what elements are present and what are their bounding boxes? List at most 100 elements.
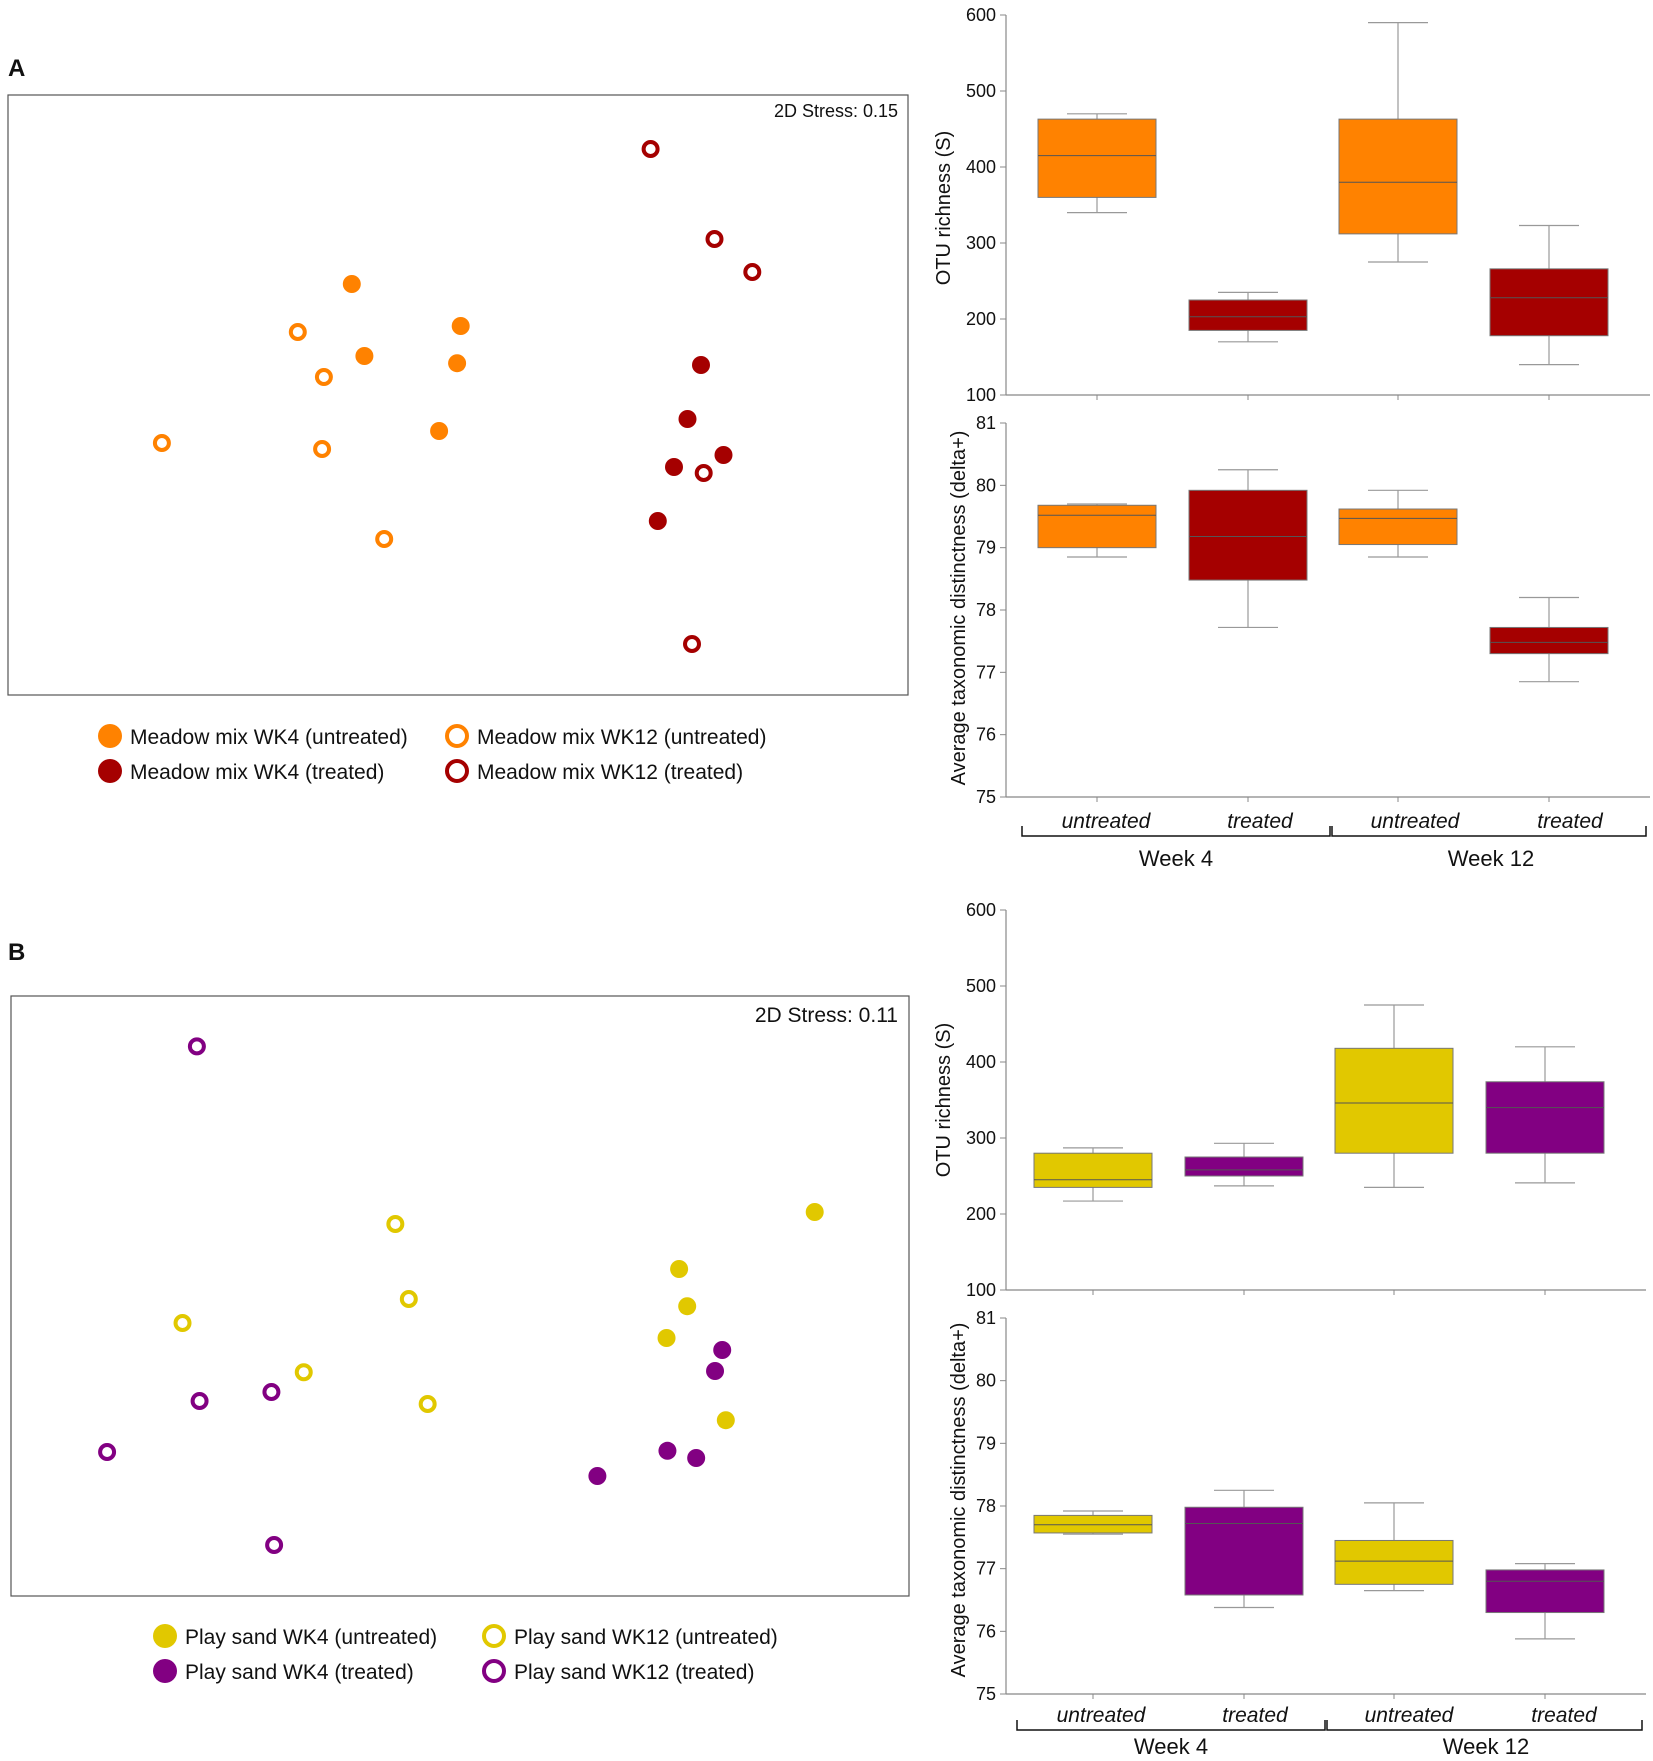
data-point-open <box>314 368 333 386</box>
y-axis-title: OTU richness (S) <box>933 1023 955 1177</box>
data-point-filled <box>665 458 683 476</box>
box <box>1489 268 1609 337</box>
group-bracket <box>1021 826 1331 837</box>
data-point-filled <box>692 356 710 374</box>
data-point-open <box>694 464 713 482</box>
box <box>1485 1569 1605 1614</box>
data-point-filled <box>648 512 667 530</box>
data-point-filled <box>355 347 374 365</box>
legend-a: Meadow mix WK4 (untreated) Meadow mix WK… <box>98 724 766 784</box>
box <box>1188 489 1308 581</box>
y-tick-label: 100 <box>966 385 996 405</box>
y-tick-label: 79 <box>976 1433 996 1453</box>
nmds-plot-a: 2D Stress: 0.15 <box>7 94 909 696</box>
y-tick-label: 81 <box>976 413 996 433</box>
box <box>1334 1539 1454 1585</box>
legend-entry: Play sand WK4 (treated) <box>185 1661 414 1684</box>
data-point-filled <box>657 1329 676 1347</box>
legend-entry: Meadow mix WK12 (treated) <box>477 761 743 784</box>
data-point-open <box>294 1363 313 1382</box>
y-axis-title: Average taxonomic distinctness (delta+) <box>948 1323 970 1678</box>
category-labels-a: untreated treated untreated treated Week… <box>1021 810 1647 871</box>
y-tick-label: 75 <box>976 787 996 807</box>
category-label: untreated <box>1365 1704 1455 1727</box>
y-tick-label: 400 <box>966 1052 996 1072</box>
group-bracket <box>1016 1720 1326 1731</box>
box <box>1338 508 1458 546</box>
y-tick-label: 77 <box>976 662 996 682</box>
y-tick-label: 78 <box>976 600 996 620</box>
data-point-open <box>288 323 307 341</box>
category-label: treated <box>1537 810 1604 833</box>
legend-entry: Play sand WK12 (treated) <box>514 1661 754 1684</box>
data-point-open <box>313 440 332 458</box>
stress-label-b: 2D Stress: 0.11 <box>755 1004 898 1027</box>
data-point-filled <box>678 1297 697 1316</box>
data-point-open <box>375 530 394 548</box>
data-point-filled <box>588 1467 607 1485</box>
category-label: untreated <box>1057 1704 1147 1727</box>
data-point-open <box>386 1215 405 1233</box>
legend-marker-filled <box>98 759 122 783</box>
group-bracket <box>1326 1720 1643 1731</box>
data-point-open <box>187 1037 206 1056</box>
nmds-points-b <box>98 1037 824 1554</box>
category-label: treated <box>1227 810 1294 833</box>
data-point-open <box>265 1536 284 1554</box>
data-point-filled <box>342 275 361 293</box>
legend-marker-filled <box>153 1659 177 1683</box>
data-point-filled <box>670 1260 689 1278</box>
legend-marker-filled <box>153 1624 177 1648</box>
nmds-frame-b <box>10 995 910 1597</box>
otu-richness-plot-b: OTU richness (S) 100 200 300 400 500 600 <box>933 900 1646 1300</box>
data-point-open <box>705 230 724 248</box>
category-label: untreated <box>1371 810 1461 833</box>
data-point-open <box>262 1383 281 1401</box>
y-axis-title: Average taxonomic distinctness (delta+) <box>948 431 970 786</box>
y-tick-label: 80 <box>976 1371 996 1391</box>
y-tick-label: 600 <box>966 5 996 25</box>
y-tick-label: 77 <box>976 1559 996 1579</box>
panel-label-b: B <box>8 939 25 966</box>
box <box>1188 299 1308 331</box>
y-tick-label: 78 <box>976 1496 996 1516</box>
data-point-filled <box>714 446 733 464</box>
data-point-filled <box>678 410 697 428</box>
y-tick-label: 400 <box>966 157 996 177</box>
box <box>1037 504 1157 549</box>
data-point-filled <box>658 1441 677 1460</box>
box <box>1485 1081 1605 1154</box>
legend-b: Play sand WK4 (untreated) Play sand WK12… <box>153 1624 778 1684</box>
group-label: Week 4 <box>1139 846 1213 871</box>
category-label: treated <box>1531 1704 1598 1727</box>
y-tick-label: 200 <box>966 1204 996 1224</box>
y-tick-label: 76 <box>976 1621 996 1641</box>
y-tick-label: 300 <box>966 233 996 253</box>
data-point-open <box>399 1290 418 1308</box>
data-point-filled <box>805 1203 824 1221</box>
data-point-open <box>743 263 762 281</box>
legend-marker-open <box>482 1659 506 1683</box>
data-point-filled <box>706 1362 725 1380</box>
y-tick-label: 75 <box>976 1684 996 1704</box>
data-point-open <box>418 1395 437 1413</box>
legend-marker-filled <box>98 724 122 748</box>
data-point-open <box>641 140 660 158</box>
data-point-filled <box>687 1449 706 1467</box>
group-label: Week 12 <box>1443 1734 1529 1759</box>
y-tick-label: 76 <box>976 725 996 745</box>
category-labels-b: untreated treated untreated treated Week… <box>1016 1704 1643 1759</box>
legend-marker-open <box>445 724 469 748</box>
category-label: untreated <box>1062 810 1152 833</box>
y-tick-label: 200 <box>966 309 996 329</box>
y-tick-label: 600 <box>966 900 996 920</box>
group-label: Week 12 <box>1448 846 1534 871</box>
y-tick-label: 81 <box>976 1308 996 1328</box>
legend-entry: Play sand WK12 (untreated) <box>514 1626 778 1649</box>
data-point-open <box>173 1314 192 1332</box>
nmds-plot-b: 2D Stress: 0.11 <box>10 995 910 1597</box>
y-tick-label: 500 <box>966 81 996 101</box>
legend-entry: Meadow mix WK4 (treated) <box>130 761 384 784</box>
otu-richness-plot-a: OTU richness (S) 100 200 300 400 500 600 <box>933 5 1650 405</box>
